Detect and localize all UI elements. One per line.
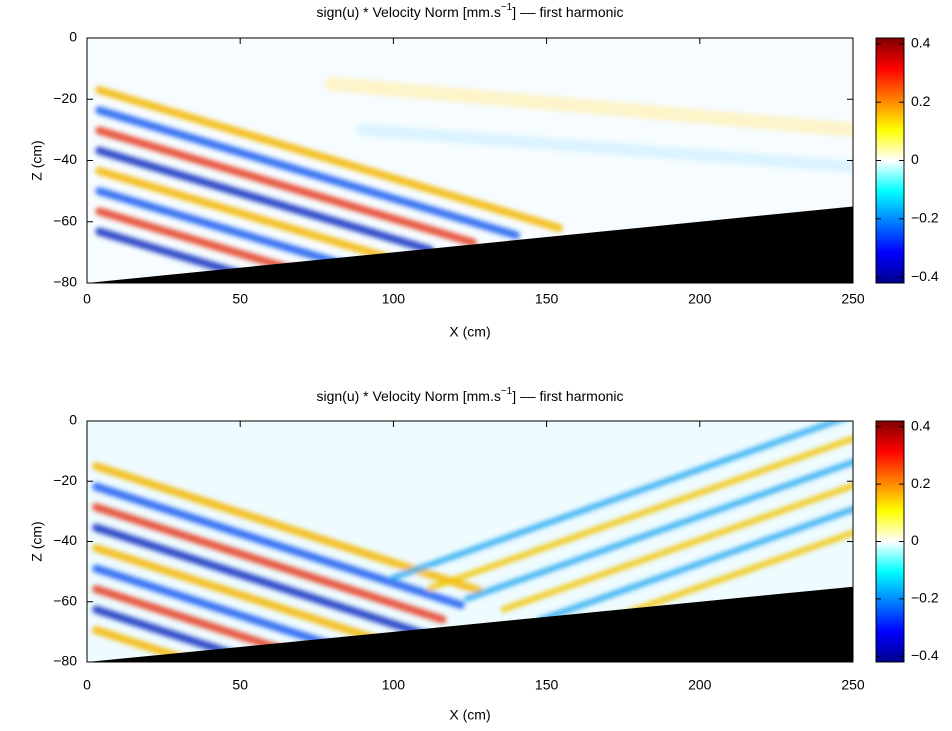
y-tick-label: −60	[53, 592, 77, 608]
x-tick-label: 200	[688, 677, 712, 693]
colorbar-tick-label: −0.2	[911, 590, 939, 606]
wave-stripe	[390, 421, 845, 581]
title-part: −1	[501, 2, 513, 13]
title-part: ] –– first harmonic	[512, 388, 623, 404]
wave-stripe	[92, 523, 429, 639]
x-tick-label: 50	[232, 677, 248, 693]
colorbar-tick-label: 0.4	[911, 35, 931, 51]
y-tick-label: −40	[53, 151, 77, 167]
title-part: sign(u) * Velocity Norm [mm.s	[316, 4, 500, 20]
wave-stripe	[95, 166, 392, 262]
wave-stripe	[95, 146, 435, 254]
colorbar-tick-label: 0	[911, 532, 919, 548]
y-tick-label: 0	[69, 29, 77, 45]
wave-stripe	[92, 503, 447, 624]
x-tick-label: 0	[83, 291, 91, 307]
sea-bottom	[87, 206, 853, 283]
colorbar-tick-label: −0.4	[911, 268, 939, 284]
y-tick-label: 0	[69, 412, 77, 428]
wave-stripe	[92, 626, 208, 662]
wave-stripe	[356, 123, 853, 173]
x-axis-label: X (cm)	[449, 707, 490, 723]
x-tick-label: 250	[841, 677, 865, 693]
wave-stripe	[95, 86, 563, 232]
x-tick-label: 200	[688, 291, 712, 307]
x-tick-label: 100	[382, 677, 406, 693]
x-tick-label: 50	[232, 291, 248, 307]
wave-field	[95, 76, 853, 283]
x-tick-label: 100	[382, 291, 406, 307]
wave-stripe	[92, 544, 410, 653]
colorbar-tick-label: 0.2	[911, 475, 931, 491]
x-axis-label: X (cm)	[449, 324, 490, 340]
colorbar-tick-label: 0.4	[911, 417, 931, 433]
y-tick-label: −20	[53, 90, 77, 106]
wave-stripe	[92, 482, 465, 609]
wave-field	[92, 421, 853, 662]
y-tick-label: −40	[53, 532, 77, 548]
x-tick-label: 150	[535, 677, 559, 693]
y-tick-label: −20	[53, 472, 77, 488]
y-tick-label: −80	[53, 653, 77, 669]
wave-stripe	[537, 506, 853, 623]
y-tick-label: −60	[53, 212, 77, 228]
x-tick-label: 150	[535, 291, 559, 307]
y-axis-label: Z (cm)	[29, 521, 45, 561]
colorbar-tick-label: −0.2	[911, 210, 939, 226]
wave-stripe	[325, 76, 853, 137]
wave-stripe	[463, 458, 853, 602]
wave-stripe	[95, 207, 306, 276]
x-tick-label: 0	[83, 677, 91, 693]
colorbar-tick-label: −0.4	[911, 647, 939, 663]
title-part: ] –– first harmonic	[512, 4, 623, 20]
wave-stripe	[95, 187, 349, 269]
colorbar-tick-label: 0	[911, 151, 919, 167]
title-part: −1	[501, 386, 513, 397]
colorbar-tick-label: 0.2	[911, 93, 931, 109]
sea-bottom	[87, 586, 853, 662]
chart-title: sign(u) * Velocity Norm [mm.s−1] –– firs…	[316, 2, 623, 20]
chart-title: sign(u) * Velocity Norm [mm.s−1] –– firs…	[316, 386, 623, 404]
wave-stripe	[500, 482, 853, 613]
wave-stripe	[95, 106, 520, 240]
wave-stripe	[92, 585, 334, 662]
y-tick-label: −80	[53, 274, 77, 290]
title-part: sign(u) * Velocity Norm [mm.s	[316, 388, 500, 404]
x-tick-label: 250	[841, 291, 865, 307]
y-axis-label: Z (cm)	[29, 140, 45, 180]
wave-stripe	[95, 126, 478, 247]
wave-stripe	[427, 435, 853, 592]
